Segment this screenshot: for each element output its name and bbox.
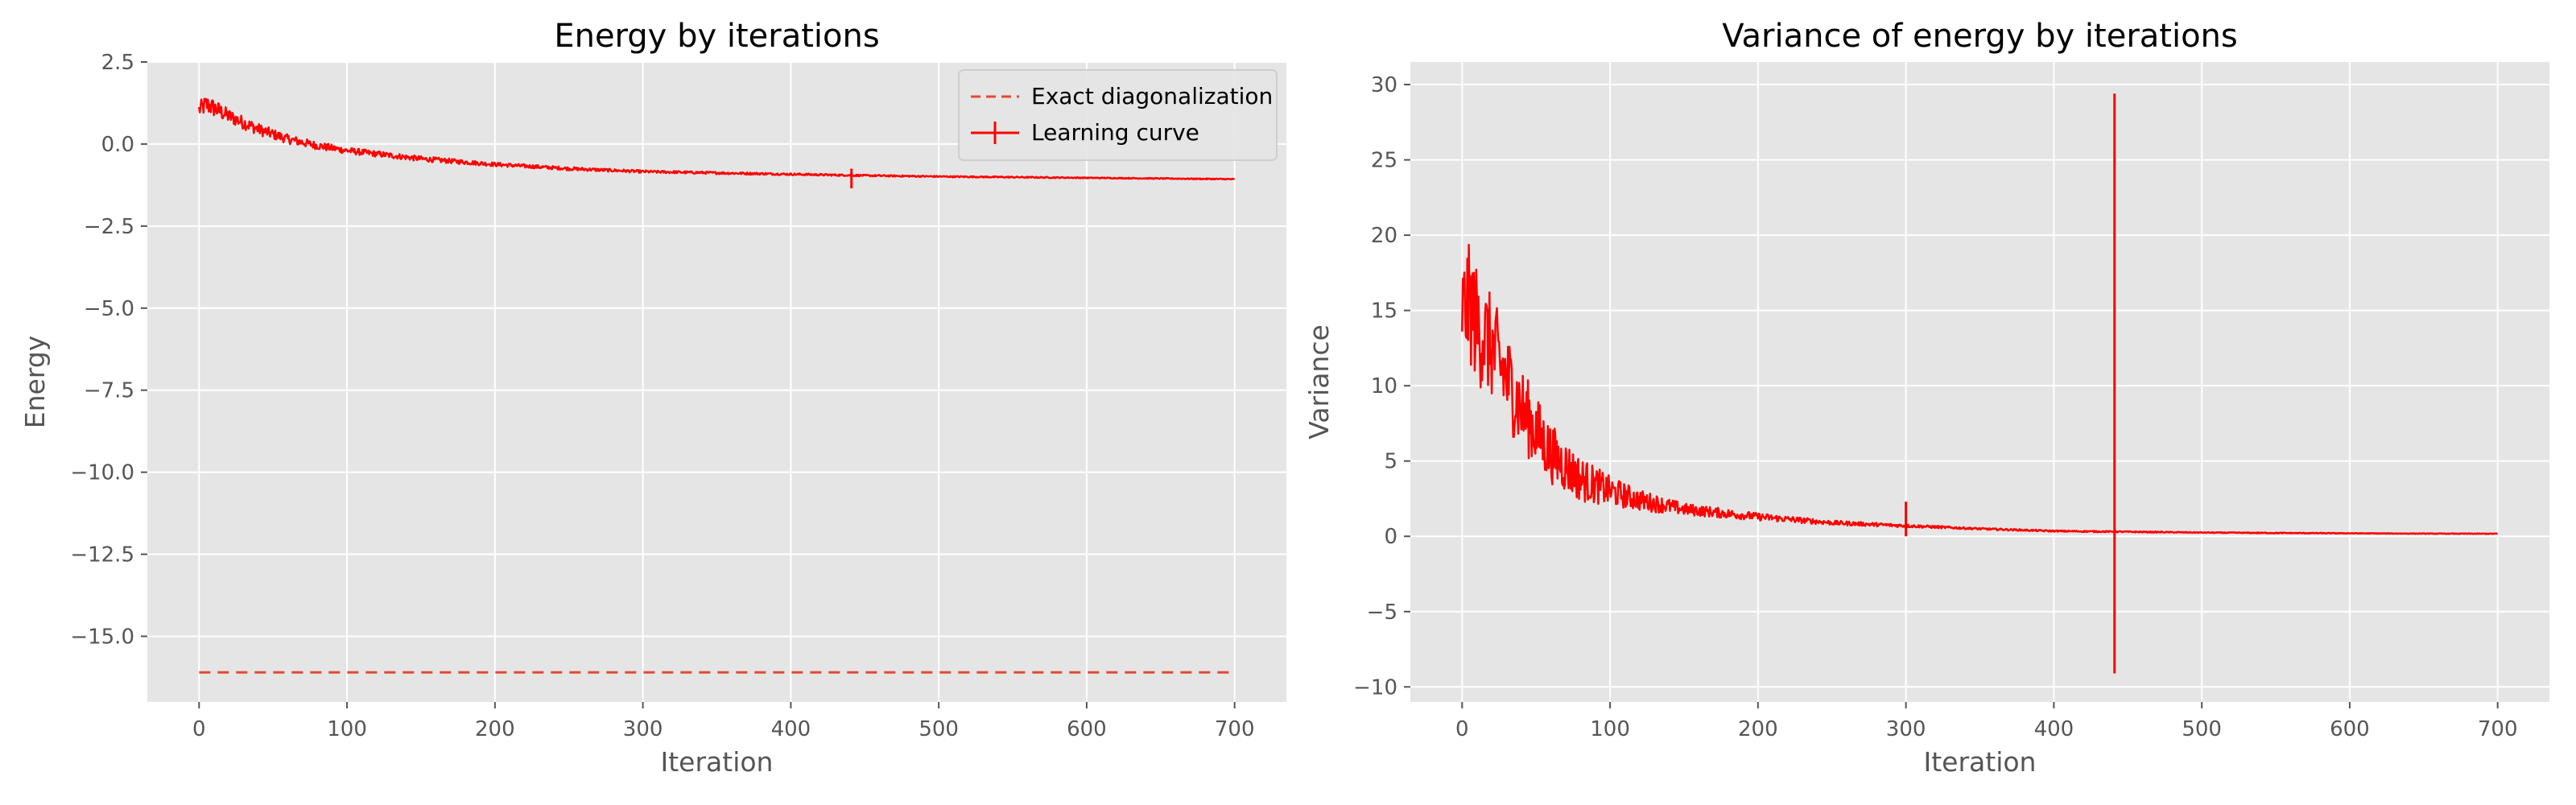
y-tick-label: −15.0 — [70, 625, 134, 649]
y-tick-label: 10 — [1371, 374, 1397, 398]
x-tick-label: 400 — [771, 717, 811, 741]
y-tick-label: 20 — [1371, 224, 1397, 248]
y-tick-label: 0 — [1384, 525, 1397, 549]
x-tick-label: 700 — [1215, 717, 1255, 741]
x-tick-label: 500 — [919, 717, 959, 741]
legend-label: Exact diagonalization — [1031, 83, 1273, 109]
x-tick-label: 200 — [475, 717, 515, 741]
y-axis-label: Energy — [19, 336, 51, 429]
x-tick-label: 200 — [1738, 717, 1778, 741]
y-tick-label: −10 — [1353, 675, 1397, 700]
y-tick-label: 5 — [1384, 450, 1397, 474]
x-tick-label: 300 — [623, 717, 663, 741]
x-tick-label: 100 — [327, 717, 367, 741]
x-tick-label: 400 — [2034, 717, 2074, 741]
y-tick-label: 30 — [1371, 73, 1397, 97]
y-tick-label: 0.0 — [101, 133, 134, 157]
x-tick-label: 700 — [2478, 717, 2518, 741]
y-tick-label: 25 — [1371, 149, 1397, 173]
y-tick-label: −7.5 — [84, 379, 134, 403]
x-tick-label: 0 — [1455, 717, 1469, 741]
legend: Exact diagonalization Learning curve — [958, 69, 1278, 161]
plot-area — [1410, 62, 2549, 702]
y-tick-label: 2.5 — [101, 51, 134, 75]
energy-chart: 0 100 200 300 400 500 600 700 2.5 0.0 −2.5 −5.0 −7.5… — [19, 18, 1286, 778]
y-tick-label: −2.5 — [84, 215, 134, 239]
x-axis-label: Iteration — [661, 746, 774, 778]
y-tick-label: 15 — [1371, 299, 1397, 324]
y-tick-label: −5 — [1367, 601, 1397, 625]
legend-box — [958, 69, 1278, 161]
y-tick-label: −10.0 — [70, 461, 134, 485]
x-axis-label: Iteration — [1924, 746, 2037, 778]
x-tick-label: 300 — [1886, 717, 1926, 741]
y-axis-label: Variance — [1303, 324, 1335, 440]
x-tick-label: 0 — [192, 717, 206, 741]
series-line-learning-curve — [198, 97, 1236, 181]
plot-area — [147, 62, 1286, 702]
y-tick-label: −5.0 — [84, 297, 134, 321]
x-tick-label: 600 — [1067, 717, 1107, 741]
x-tick-label: 500 — [2182, 717, 2222, 741]
variance-chart: 0 100 200 300 400 500 600 700 30 25 20 15 10 5 0 −5 −10 V… — [1303, 18, 2549, 778]
chart-title: Variance of energy by iterations — [1722, 18, 2237, 55]
chart-title: Energy by iterations — [554, 18, 879, 55]
x-tick-label: 600 — [2330, 717, 2370, 741]
legend-label: Learning curve — [1031, 119, 1199, 146]
x-tick-label: 100 — [1590, 717, 1630, 741]
y-tick-label: −12.5 — [70, 543, 134, 568]
series-line-variance — [1461, 243, 2499, 535]
